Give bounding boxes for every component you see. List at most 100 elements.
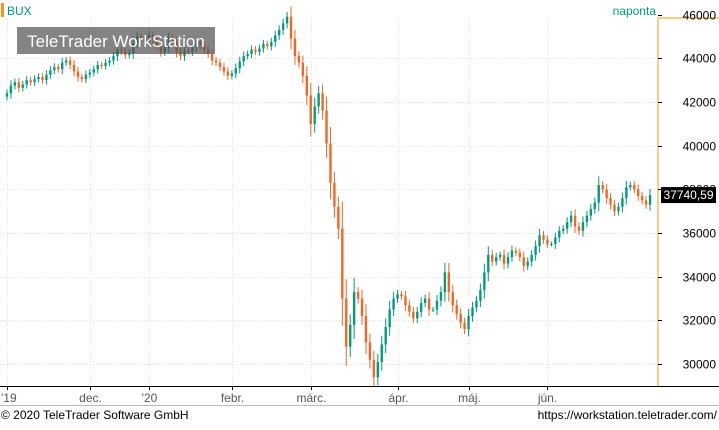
candle-up bbox=[471, 301, 474, 322]
candle-down bbox=[518, 248, 522, 262]
candle-down bbox=[337, 196, 340, 239]
candle-body bbox=[218, 62, 222, 68]
candle-body bbox=[337, 206, 340, 229]
candle-body bbox=[64, 60, 68, 63]
candle-up bbox=[617, 202, 620, 216]
candle-down bbox=[325, 96, 328, 158]
candle-down bbox=[305, 66, 308, 105]
candle-up bbox=[250, 45, 253, 59]
candle-up bbox=[487, 246, 490, 282]
candle-down bbox=[301, 55, 305, 84]
candle-body bbox=[554, 237, 557, 245]
candle-body bbox=[593, 202, 596, 210]
candle-body bbox=[577, 226, 581, 231]
candle-body bbox=[447, 272, 451, 293]
candle-up bbox=[388, 300, 391, 336]
candle-down bbox=[412, 306, 415, 324]
candle-body bbox=[76, 71, 80, 77]
candle-body bbox=[297, 56, 301, 63]
candle-up bbox=[506, 252, 510, 269]
candle-body bbox=[17, 82, 20, 88]
candle-down bbox=[57, 63, 60, 73]
candle-up bbox=[242, 51, 245, 67]
candle-body bbox=[408, 305, 411, 312]
x-tick-label: jún. bbox=[537, 391, 557, 405]
candle-body bbox=[270, 41, 273, 47]
candle-body bbox=[293, 38, 297, 57]
candle-body bbox=[384, 327, 387, 345]
candle-body bbox=[25, 80, 28, 85]
x-tick-label: máj. bbox=[458, 391, 481, 405]
candle-down bbox=[289, 6, 293, 49]
candle-up bbox=[9, 80, 13, 99]
candle-down bbox=[254, 46, 257, 56]
candle-body bbox=[625, 187, 628, 199]
candle-body bbox=[518, 252, 522, 258]
candle-body bbox=[483, 272, 486, 290]
candle-up bbox=[21, 80, 24, 92]
candle-body bbox=[526, 261, 529, 266]
candle-down bbox=[214, 57, 218, 67]
candle-body bbox=[530, 254, 533, 262]
candle-up bbox=[558, 225, 561, 243]
candle-up bbox=[61, 57, 64, 75]
candle-body bbox=[644, 200, 648, 205]
x-tick-label: dec. bbox=[79, 391, 102, 405]
candle-body bbox=[329, 143, 332, 183]
candle-body bbox=[29, 80, 32, 83]
candle-body bbox=[491, 254, 494, 262]
last-price-tag: 37740,59 bbox=[661, 187, 716, 204]
candle-up bbox=[104, 58, 107, 70]
candle-up bbox=[376, 353, 379, 386]
candle-body bbox=[242, 56, 245, 62]
candle-body bbox=[37, 76, 40, 80]
candle-down bbox=[613, 199, 616, 217]
candle-body bbox=[609, 198, 612, 205]
candle-down bbox=[29, 76, 32, 86]
candle-down bbox=[447, 262, 451, 302]
candle-body bbox=[356, 292, 360, 299]
candle-up bbox=[648, 189, 652, 211]
candle-up bbox=[92, 65, 95, 77]
candle-body bbox=[487, 254, 490, 273]
candle-down bbox=[637, 184, 640, 201]
candle-body bbox=[550, 244, 553, 246]
candle-body bbox=[84, 74, 88, 80]
y-tick-label: 30000 bbox=[683, 358, 717, 372]
candle-down bbox=[514, 247, 518, 257]
candle-body bbox=[309, 95, 312, 124]
candle-down bbox=[577, 222, 581, 236]
candle-up bbox=[108, 57, 111, 67]
candle-body bbox=[33, 79, 36, 83]
candle-down bbox=[297, 51, 301, 68]
instrument-label: BUX bbox=[7, 4, 32, 18]
candle-up bbox=[33, 75, 36, 87]
candle-body bbox=[49, 70, 52, 75]
candle-body bbox=[53, 67, 56, 71]
candle-body bbox=[68, 60, 72, 65]
candle-body bbox=[380, 344, 383, 362]
candle-up bbox=[431, 306, 435, 313]
last-price-tag-bg bbox=[661, 187, 716, 204]
y-tick-label: 40000 bbox=[683, 140, 717, 154]
candle-body bbox=[633, 185, 636, 190]
candle-down bbox=[542, 231, 545, 244]
candle-up bbox=[554, 232, 557, 249]
candle-body bbox=[439, 292, 443, 301]
candle-down bbox=[321, 84, 324, 120]
candle-up bbox=[25, 76, 28, 89]
candle-up bbox=[625, 180, 628, 205]
candle-down bbox=[68, 56, 72, 70]
candle-down bbox=[76, 66, 80, 82]
candle-down bbox=[218, 58, 222, 72]
candle-down bbox=[372, 351, 376, 386]
candle-body bbox=[562, 228, 565, 231]
candle-down bbox=[605, 183, 608, 204]
candle-up bbox=[64, 57, 68, 67]
candle-up bbox=[49, 66, 52, 79]
candle-up bbox=[420, 297, 423, 318]
candle-down bbox=[266, 40, 269, 50]
footer-url[interactable]: https://workstation.teletrader.com/ bbox=[538, 408, 718, 422]
candle-body bbox=[605, 189, 608, 199]
candle-body bbox=[72, 64, 76, 72]
